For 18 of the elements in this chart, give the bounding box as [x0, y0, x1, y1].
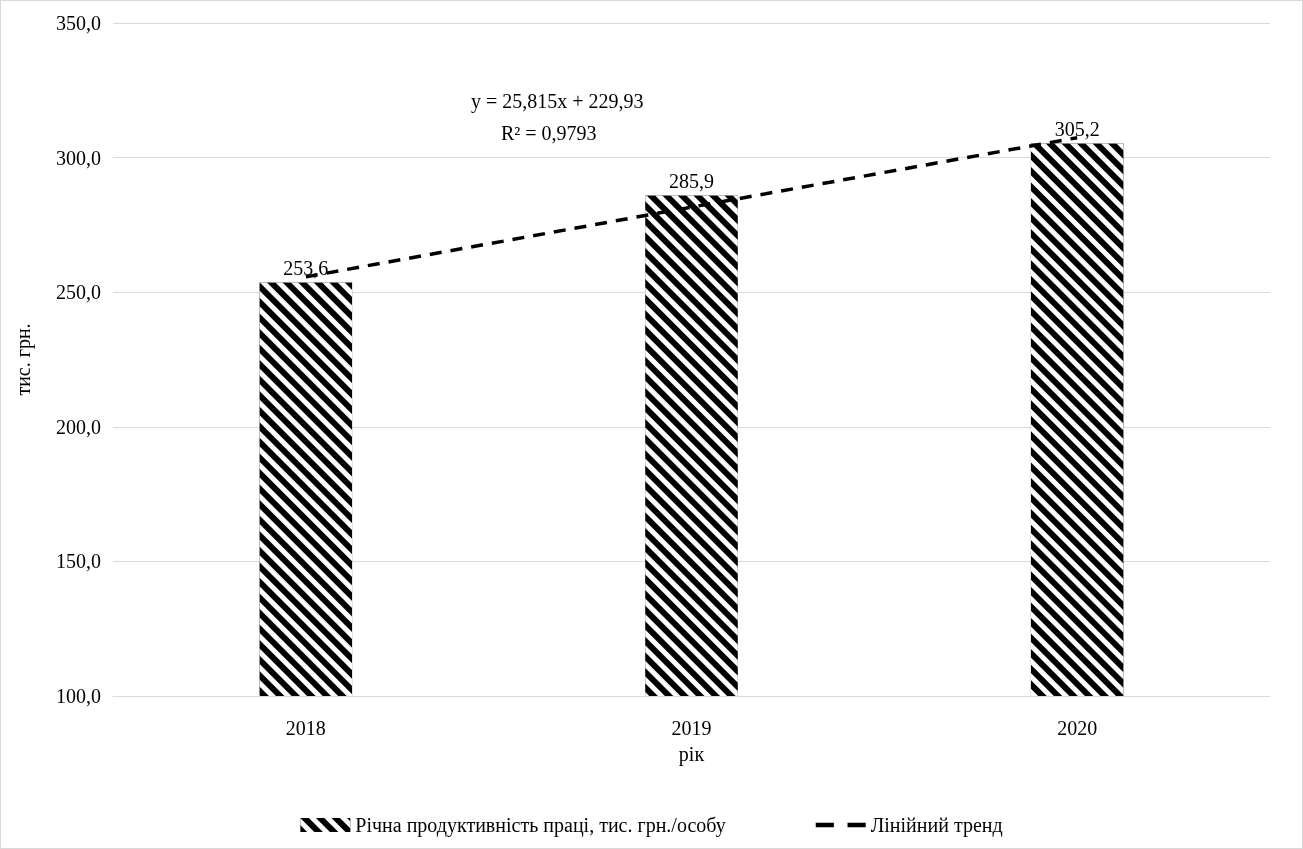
x-tick-label: 2018 [285, 717, 326, 739]
y-tick-label: 150,0 [56, 550, 101, 573]
y-tick-label: 200,0 [56, 415, 101, 438]
legend-label: Річна продуктивність праці, тис. грн./особу [355, 814, 726, 837]
y-tick-label: 100,0 [56, 685, 101, 707]
data-label: 285,9 [669, 169, 714, 192]
legend-label: Лінійний тренд [870, 814, 1003, 837]
y-tick-label: 300,0 [56, 146, 101, 169]
x-axis-title: рік [678, 743, 705, 766]
y-tick-label: 350,0 [56, 12, 101, 34]
x-tick-label: 2020 [1057, 717, 1098, 739]
data-label: 253,6 [283, 256, 329, 279]
annotation: y = 25,815x + 229,93 [471, 90, 644, 113]
x-tick-label: 2019 [671, 717, 712, 739]
y-tick-label: 250,0 [56, 281, 101, 304]
data-label: 305,2 [1054, 117, 1100, 140]
annotation: R² = 0,9793 [501, 122, 597, 144]
y-axis-title: тис. грн. [12, 323, 35, 396]
